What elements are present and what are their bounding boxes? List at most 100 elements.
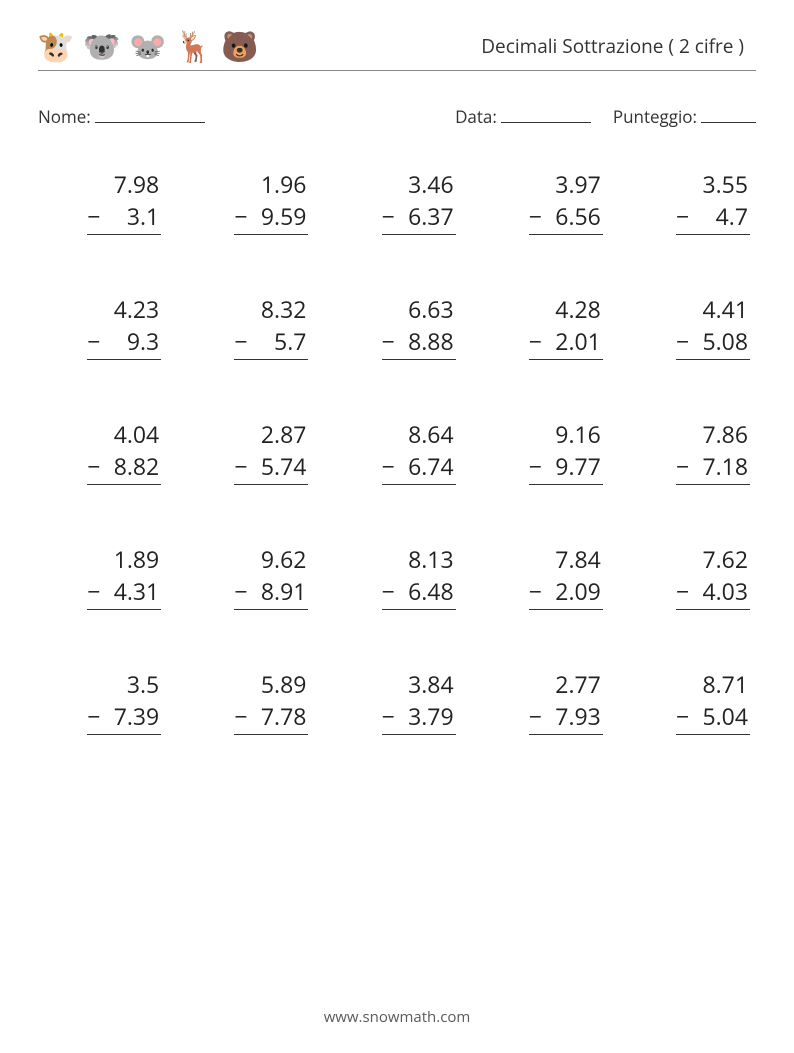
minus-icon: − (234, 325, 247, 357)
date-label: Data: (455, 105, 497, 128)
subtrahend-row: −4.03 (676, 575, 750, 610)
subtrahend: 5.74 (250, 450, 309, 482)
subtraction-problem: 8.64−6.74 (338, 418, 455, 485)
subtrahend: 5.04 (691, 700, 750, 732)
minuend: 7.62 (702, 543, 750, 575)
minus-icon: − (87, 325, 100, 357)
minus-icon: − (234, 450, 247, 482)
bear-icon: 🐻 (222, 28, 258, 64)
minus-icon: − (87, 200, 100, 232)
minus-icon: − (382, 450, 395, 482)
minus-icon: − (529, 450, 542, 482)
minuend: 8.64 (408, 418, 456, 450)
subtrahend-row: −8.82 (87, 450, 161, 485)
subtraction-problem: 9.16−9.77 (486, 418, 603, 485)
subtrahend: 7.18 (691, 450, 750, 482)
subtrahend: 6.74 (397, 450, 456, 482)
subtrahend-row: −6.56 (529, 200, 603, 235)
minus-icon: − (529, 200, 542, 232)
subtrahend-row: −9.77 (529, 450, 603, 485)
subtraction-problem: 3.46−6.37 (338, 168, 455, 235)
subtrahend: 6.48 (397, 575, 456, 607)
header-bar: 🐮🐨🐭🦌🐻 Decimali Sottrazione ( 2 cifre ) (38, 28, 756, 71)
subtrahend: 2.09 (544, 575, 603, 607)
subtrahend: 7.78 (250, 700, 309, 732)
subtrahend: 6.37 (397, 200, 456, 232)
minuend: 2.87 (261, 418, 309, 450)
subtraction-problem: 4.41−5.08 (633, 293, 750, 360)
subtrahend-row: −5.08 (676, 325, 750, 360)
subtrahend: 2.01 (544, 325, 603, 357)
subtrahend: 5.7 (250, 325, 309, 357)
minuend: 4.23 (114, 293, 162, 325)
name-field: Nome: (38, 103, 205, 128)
subtrahend-row: −2.01 (529, 325, 603, 360)
subtrahend: 9.77 (544, 450, 603, 482)
cow-icon: 🐮 (38, 28, 74, 64)
subtrahend-row: −6.48 (382, 575, 456, 610)
date-blank[interactable] (501, 103, 591, 123)
subtraction-problem: 7.62−4.03 (633, 543, 750, 610)
minus-icon: − (234, 700, 247, 732)
footer-url: www.snowmath.com (0, 1007, 794, 1027)
score-blank[interactable] (701, 103, 756, 123)
subtrahend: 4.7 (691, 200, 750, 232)
subtrahend: 8.91 (250, 575, 309, 607)
minus-icon: − (676, 575, 689, 607)
mouse-icon: 🐭 (130, 28, 166, 64)
subtrahend: 8.82 (102, 450, 161, 482)
subtraction-problem: 5.89−7.78 (191, 668, 308, 735)
minuend: 3.46 (408, 168, 456, 200)
subtraction-problem: 7.98−3.1 (44, 168, 161, 235)
minuend: 3.55 (702, 168, 750, 200)
subtraction-problem: 3.97−6.56 (486, 168, 603, 235)
minus-icon: − (382, 575, 395, 607)
subtrahend: 9.59 (250, 200, 309, 232)
minuend: 3.84 (408, 668, 456, 700)
koala-icon: 🐨 (84, 28, 120, 64)
subtrahend-row: −4.7 (676, 200, 750, 235)
minuend: 4.28 (555, 293, 603, 325)
subtraction-problem: 3.5−7.39 (44, 668, 161, 735)
date-field: Data: (455, 103, 591, 128)
subtrahend-row: −9.3 (87, 325, 161, 360)
subtraction-problem: 7.86−7.18 (633, 418, 750, 485)
minuend: 4.41 (702, 293, 750, 325)
subtrahend-row: −3.1 (87, 200, 161, 235)
minus-icon: − (529, 325, 542, 357)
minus-icon: − (676, 200, 689, 232)
subtraction-problem: 3.55−4.7 (633, 168, 750, 235)
subtrahend-row: −8.91 (234, 575, 308, 610)
subtrahend: 5.08 (691, 325, 750, 357)
subtraction-problem: 8.32−5.7 (191, 293, 308, 360)
subtrahend: 7.39 (102, 700, 161, 732)
subtrahend-row: −7.78 (234, 700, 308, 735)
subtraction-problem: 3.84−3.79 (338, 668, 455, 735)
subtrahend-row: −6.74 (382, 450, 456, 485)
subtraction-problem: 4.04−8.82 (44, 418, 161, 485)
minuend: 1.89 (114, 543, 162, 575)
subtraction-problem: 9.62−8.91 (191, 543, 308, 610)
header-icons: 🐮🐨🐭🦌🐻 (38, 28, 258, 64)
minus-icon: − (87, 700, 100, 732)
subtrahend: 4.31 (102, 575, 161, 607)
minuend: 8.32 (261, 293, 309, 325)
minus-icon: − (529, 575, 542, 607)
minuend: 8.13 (408, 543, 456, 575)
minus-icon: − (529, 700, 542, 732)
subtraction-problem: 2.87−5.74 (191, 418, 308, 485)
minuend: 7.84 (555, 543, 603, 575)
subtrahend: 3.79 (397, 700, 456, 732)
subtrahend-row: −5.7 (234, 325, 308, 360)
problems-grid: 7.98−3.11.96−9.593.46−6.373.97−6.563.55−… (38, 168, 756, 735)
minuend: 7.86 (702, 418, 750, 450)
minuend: 5.89 (261, 668, 309, 700)
subtrahend-row: −4.31 (87, 575, 161, 610)
minus-icon: − (676, 325, 689, 357)
minus-icon: − (382, 200, 395, 232)
minus-icon: − (87, 575, 100, 607)
subtraction-problem: 2.77−7.93 (486, 668, 603, 735)
subtraction-problem: 6.63−8.88 (338, 293, 455, 360)
subtrahend-row: −7.18 (676, 450, 750, 485)
name-blank[interactable] (95, 103, 205, 123)
